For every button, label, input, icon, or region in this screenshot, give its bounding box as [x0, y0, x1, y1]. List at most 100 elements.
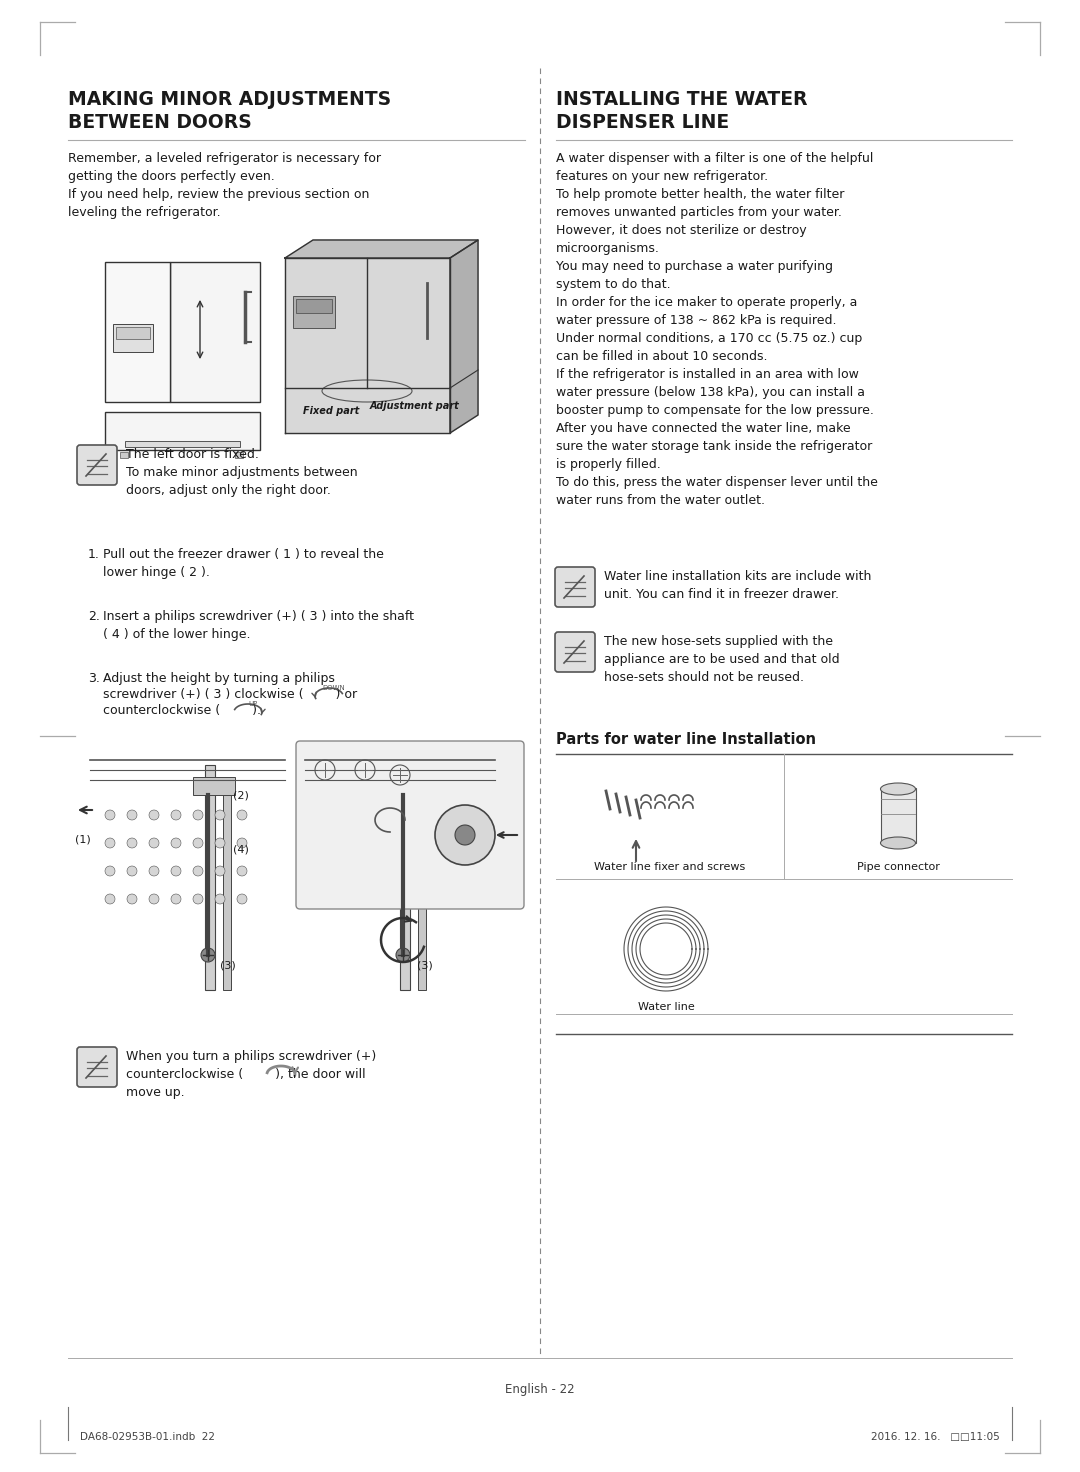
Text: (3): (3) — [417, 960, 433, 970]
Circle shape — [149, 810, 159, 820]
Text: Water line: Water line — [637, 1002, 694, 1013]
Circle shape — [381, 894, 391, 904]
Circle shape — [127, 866, 137, 876]
Bar — [105, 262, 170, 402]
Text: (3): (3) — [220, 960, 235, 970]
Circle shape — [171, 810, 181, 820]
Circle shape — [426, 894, 435, 904]
Text: INSTALLING THE WATER
DISPENSER LINE: INSTALLING THE WATER DISPENSER LINE — [556, 90, 808, 132]
Circle shape — [315, 838, 325, 848]
Circle shape — [171, 838, 181, 848]
Text: Pull out the freezer drawer ( 1 ) to reveal the
lower hinge ( 2 ).: Pull out the freezer drawer ( 1 ) to rev… — [103, 548, 383, 578]
Circle shape — [215, 866, 225, 876]
Bar — [293, 296, 335, 328]
Circle shape — [171, 866, 181, 876]
Bar — [388, 777, 430, 795]
Text: 3.: 3. — [87, 673, 99, 684]
Text: DA68-02953B-01.indb  22: DA68-02953B-01.indb 22 — [80, 1432, 215, 1443]
Circle shape — [337, 894, 347, 904]
FancyBboxPatch shape — [555, 567, 595, 606]
FancyBboxPatch shape — [77, 1047, 117, 1086]
Text: Remember, a leveled refrigerator is necessary for
getting the doors perfectly ev: Remember, a leveled refrigerator is nece… — [68, 152, 381, 219]
Circle shape — [171, 894, 181, 904]
Circle shape — [426, 810, 435, 820]
Ellipse shape — [880, 838, 916, 849]
Circle shape — [381, 810, 391, 820]
Text: Water line installation kits are include with
unit. You can find it in freezer d: Water line installation kits are include… — [604, 570, 872, 601]
Circle shape — [315, 866, 325, 876]
Polygon shape — [285, 258, 450, 433]
Text: Fixed part: Fixed part — [303, 406, 360, 417]
Circle shape — [447, 894, 457, 904]
Bar — [193, 777, 235, 795]
Circle shape — [403, 810, 413, 820]
Text: MAKING MINOR ADJUSTMENTS
BETWEEN DOORS: MAKING MINOR ADJUSTMENTS BETWEEN DOORS — [68, 90, 391, 132]
Circle shape — [337, 866, 347, 876]
Ellipse shape — [880, 783, 916, 795]
Circle shape — [435, 805, 495, 866]
Text: counterclockwise (        ).: counterclockwise ( ). — [103, 704, 261, 717]
Circle shape — [381, 838, 391, 848]
Circle shape — [215, 894, 225, 904]
Circle shape — [337, 838, 347, 848]
Polygon shape — [285, 240, 478, 258]
Bar — [222, 795, 231, 991]
Circle shape — [315, 894, 325, 904]
Text: Water line fixer and screws: Water line fixer and screws — [594, 863, 745, 871]
FancyBboxPatch shape — [77, 445, 117, 484]
Text: Adjustment part: Adjustment part — [370, 400, 460, 411]
Text: (2): (2) — [233, 790, 248, 799]
Text: The left door is fixed.
To make minor adjustments between
doors, adjust only the: The left door is fixed. To make minor ad… — [126, 447, 357, 498]
Circle shape — [127, 810, 137, 820]
Polygon shape — [450, 240, 478, 433]
Text: The new hose-sets supplied with the
appliance are to be used and that old
hose-s: The new hose-sets supplied with the appl… — [604, 634, 839, 684]
Text: 1.: 1. — [87, 548, 99, 561]
Circle shape — [381, 866, 391, 876]
Circle shape — [359, 838, 369, 848]
Circle shape — [359, 810, 369, 820]
Text: (1): (1) — [75, 835, 91, 845]
Circle shape — [403, 838, 413, 848]
Bar — [170, 262, 260, 402]
Text: 2.: 2. — [87, 609, 99, 623]
Circle shape — [426, 866, 435, 876]
Bar — [418, 795, 426, 991]
Circle shape — [201, 948, 215, 963]
Text: Insert a philips screwdriver (+) ( 3 ) into the shaft
( 4 ) of the lower hinge.: Insert a philips screwdriver (+) ( 3 ) i… — [103, 609, 414, 640]
Circle shape — [105, 894, 114, 904]
Bar — [881, 788, 916, 843]
Circle shape — [237, 838, 247, 848]
Circle shape — [105, 866, 114, 876]
Circle shape — [105, 838, 114, 848]
Circle shape — [105, 810, 114, 820]
Text: Pipe connector: Pipe connector — [856, 863, 940, 871]
Bar — [400, 765, 410, 991]
Text: When you turn a philips screwdriver (+)
counterclockwise (        ), the door wi: When you turn a philips screwdriver (+) … — [126, 1050, 376, 1100]
Circle shape — [215, 838, 225, 848]
Circle shape — [426, 838, 435, 848]
Circle shape — [193, 838, 203, 848]
FancyBboxPatch shape — [296, 740, 524, 910]
Circle shape — [149, 838, 159, 848]
Circle shape — [403, 894, 413, 904]
Circle shape — [149, 866, 159, 876]
Circle shape — [337, 810, 347, 820]
Circle shape — [215, 810, 225, 820]
Bar — [125, 442, 240, 447]
Circle shape — [237, 866, 247, 876]
Bar — [296, 299, 332, 314]
Circle shape — [237, 894, 247, 904]
Text: Adjust the height by turning a philips: Adjust the height by turning a philips — [103, 673, 335, 684]
Text: screwdriver (+) ( 3 ) clockwise (        ) or: screwdriver (+) ( 3 ) clockwise ( ) or — [103, 687, 357, 701]
Text: (4): (4) — [233, 845, 248, 855]
Circle shape — [149, 894, 159, 904]
Text: A water dispenser with a filter is one of the helpful
features on your new refri: A water dispenser with a filter is one o… — [556, 152, 878, 506]
Circle shape — [127, 838, 137, 848]
Text: UP: UP — [248, 701, 258, 707]
Circle shape — [193, 810, 203, 820]
Circle shape — [127, 894, 137, 904]
Circle shape — [193, 894, 203, 904]
Text: Parts for water line Installation: Parts for water line Installation — [556, 732, 816, 746]
Circle shape — [447, 810, 457, 820]
Text: DOWN: DOWN — [323, 684, 346, 690]
